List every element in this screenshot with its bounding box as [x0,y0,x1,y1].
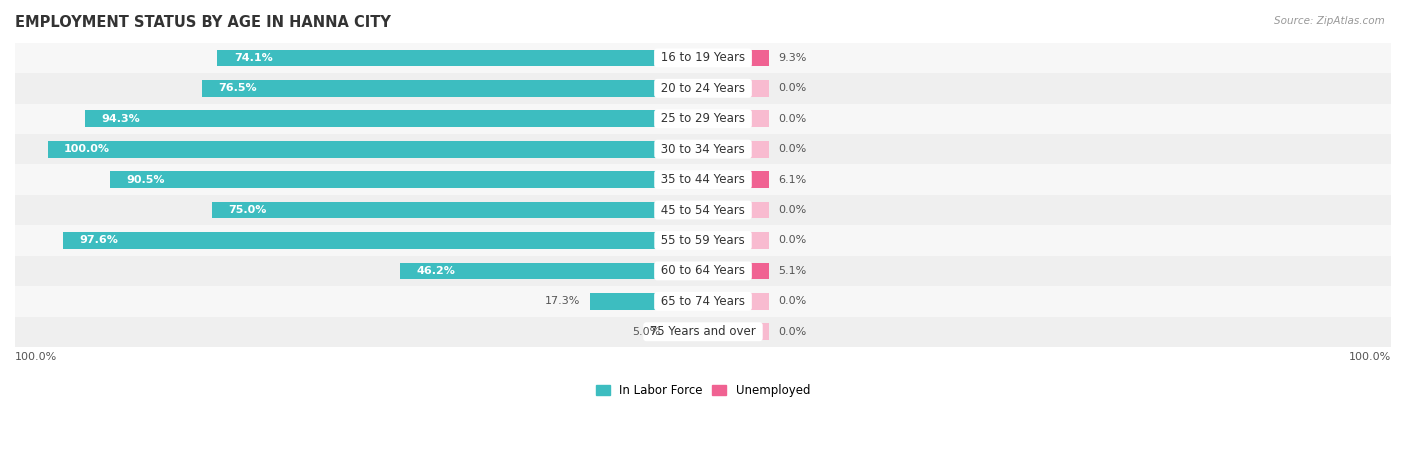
Bar [703,110,769,127]
Text: 0.0%: 0.0% [779,144,807,154]
Text: EMPLOYMENT STATUS BY AGE IN HANNA CITY: EMPLOYMENT STATUS BY AGE IN HANNA CITY [15,15,391,30]
Bar [48,141,703,158]
Text: 6.1%: 6.1% [779,175,807,184]
Bar [15,134,1391,164]
Bar [15,164,1391,195]
Text: 17.3%: 17.3% [544,296,579,306]
Legend: In Labor Force, Unemployed: In Labor Force, Unemployed [591,380,815,402]
Bar [211,202,703,218]
Text: 100.0%: 100.0% [15,351,58,361]
Bar [703,50,769,66]
Bar [401,262,703,279]
Text: 9.3%: 9.3% [779,53,807,63]
Bar [703,141,769,158]
Text: 16 to 19 Years: 16 to 19 Years [657,51,749,64]
Text: 90.5%: 90.5% [127,175,165,184]
Bar [15,195,1391,225]
Text: 35 to 44 Years: 35 to 44 Years [657,173,749,186]
Bar [589,293,703,310]
Text: 5.0%: 5.0% [633,327,661,337]
Bar [703,171,769,188]
Bar [201,80,703,97]
Text: 60 to 64 Years: 60 to 64 Years [657,265,749,277]
Text: 45 to 54 Years: 45 to 54 Years [657,203,749,216]
Text: 75.0%: 75.0% [228,205,266,215]
Bar [703,293,769,310]
Text: 0.0%: 0.0% [779,327,807,337]
Bar [110,171,703,188]
Text: 97.6%: 97.6% [80,235,118,245]
Text: 0.0%: 0.0% [779,235,807,245]
Text: 25 to 29 Years: 25 to 29 Years [657,112,749,125]
Bar [703,202,769,218]
Text: 94.3%: 94.3% [101,114,141,124]
Text: 75 Years and over: 75 Years and over [647,325,759,338]
Text: 0.0%: 0.0% [779,205,807,215]
Text: 46.2%: 46.2% [416,266,456,276]
Bar [15,73,1391,104]
Text: 5.1%: 5.1% [779,266,807,276]
Text: 100.0%: 100.0% [65,144,110,154]
Bar [671,324,703,340]
Text: 0.0%: 0.0% [779,83,807,93]
Bar [63,232,703,249]
Bar [86,110,703,127]
Bar [703,324,769,340]
Bar [15,43,1391,73]
Text: 100.0%: 100.0% [1348,351,1391,361]
Text: 76.5%: 76.5% [218,83,257,93]
Text: 20 to 24 Years: 20 to 24 Years [657,82,749,95]
Text: 65 to 74 Years: 65 to 74 Years [657,295,749,308]
Bar [703,262,769,279]
Text: Source: ZipAtlas.com: Source: ZipAtlas.com [1274,16,1385,26]
Text: 74.1%: 74.1% [233,53,273,63]
Bar [15,225,1391,256]
Bar [703,80,769,97]
Bar [15,256,1391,286]
Bar [218,50,703,66]
Text: 0.0%: 0.0% [779,296,807,306]
Text: 55 to 59 Years: 55 to 59 Years [657,234,749,247]
Text: 30 to 34 Years: 30 to 34 Years [657,143,749,156]
Text: 0.0%: 0.0% [779,114,807,124]
Bar [703,232,769,249]
Bar [15,286,1391,316]
Bar [15,104,1391,134]
Bar [15,316,1391,347]
